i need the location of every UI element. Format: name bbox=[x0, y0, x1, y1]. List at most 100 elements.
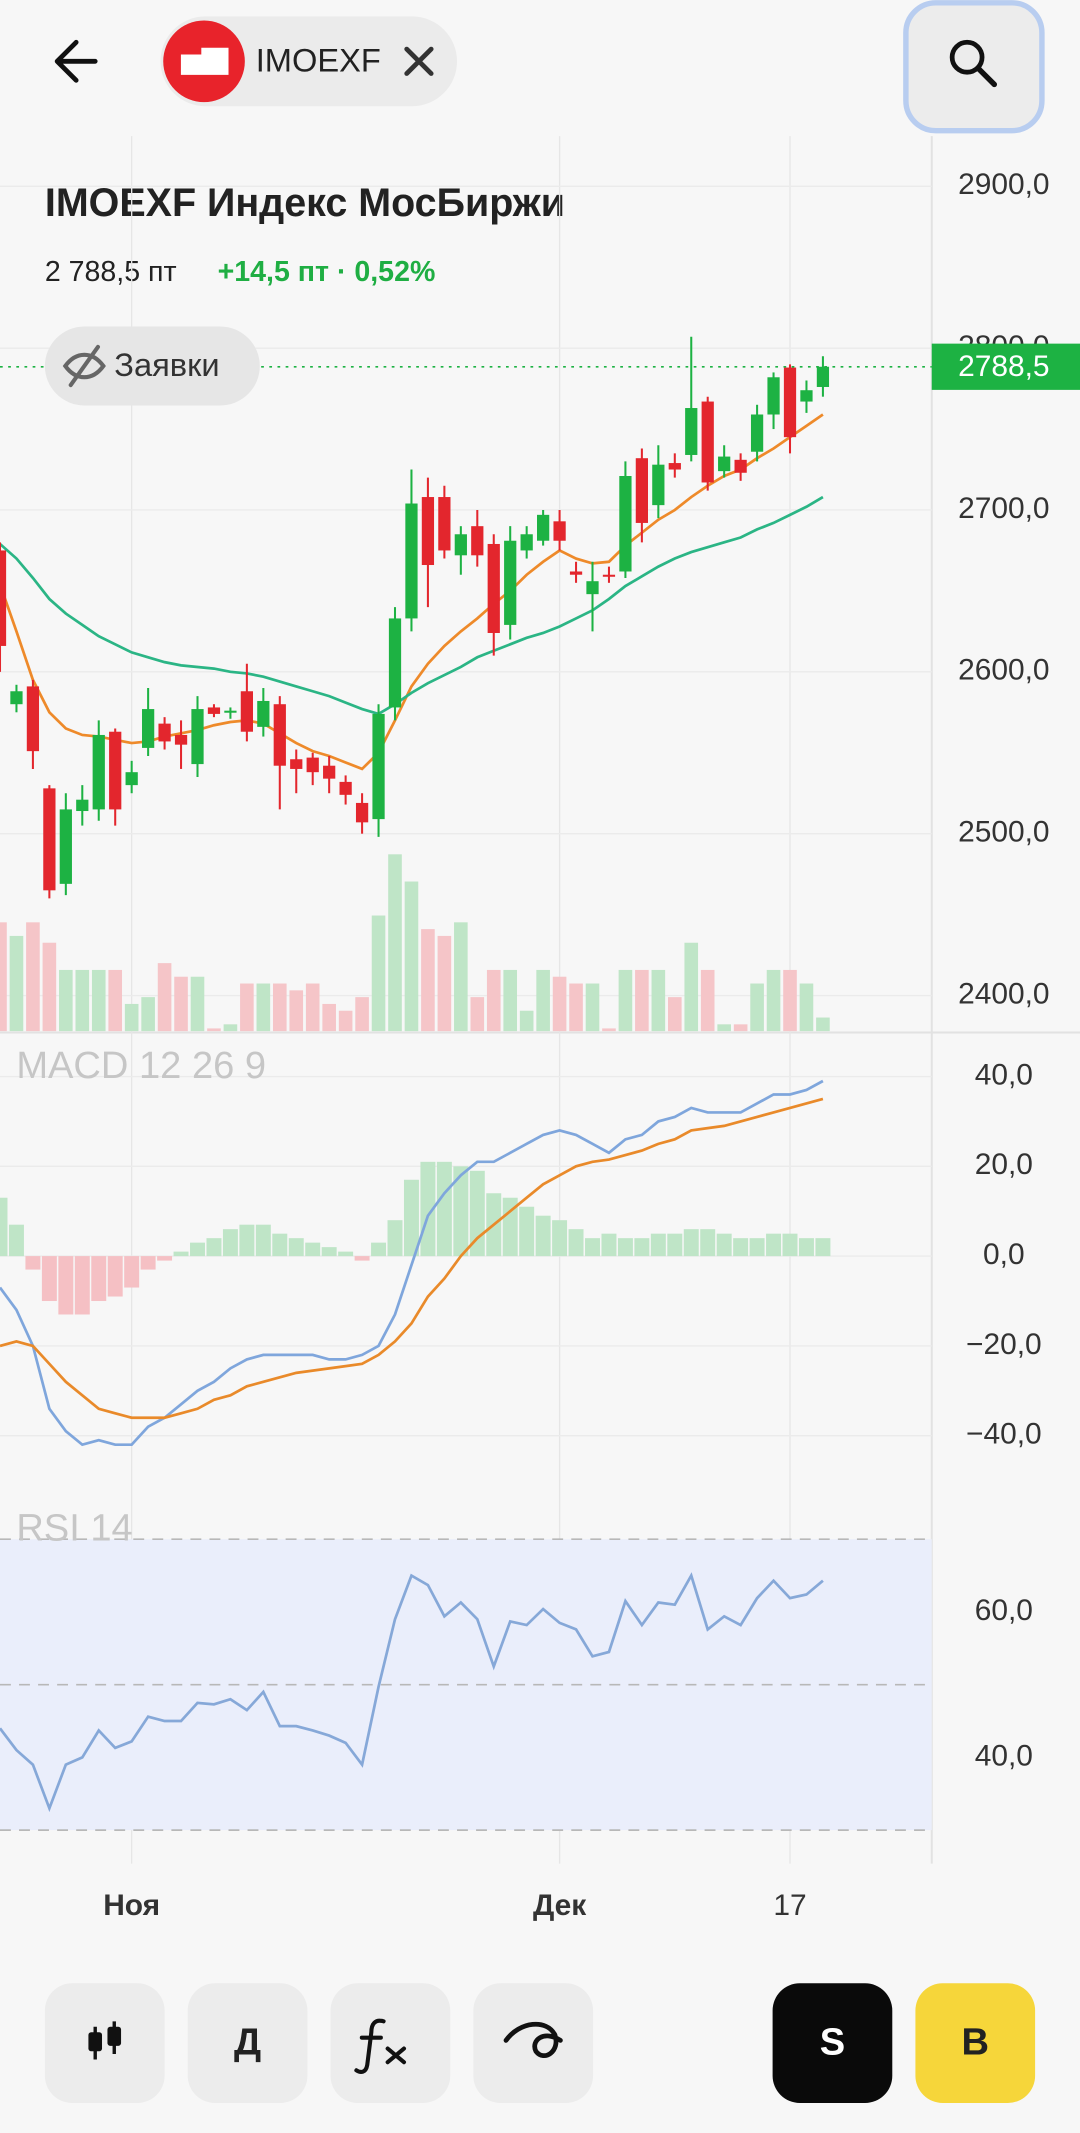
candle-body bbox=[26, 686, 40, 752]
candle-body bbox=[388, 618, 402, 708]
volume-bar bbox=[305, 983, 320, 1032]
macd-histogram-bar bbox=[634, 1238, 650, 1257]
macd-histogram-bar bbox=[41, 1256, 57, 1302]
candle-body bbox=[421, 497, 435, 566]
macd-histogram-bar bbox=[354, 1256, 370, 1261]
chart-type-icon bbox=[107, 2026, 122, 2046]
y-tick-label: 2500,0 bbox=[958, 816, 1049, 849]
macd-histogram-bar bbox=[667, 1233, 683, 1257]
volume-bar bbox=[371, 915, 386, 1032]
volume-bar bbox=[816, 1017, 830, 1032]
candle-body bbox=[454, 534, 467, 556]
orders-toggle[interactable]: Заявки bbox=[44, 326, 260, 406]
macd-histogram-bar bbox=[766, 1233, 782, 1257]
macd-histogram-bar bbox=[239, 1224, 255, 1257]
plot-area bbox=[0, 336, 831, 1813]
volume-bar bbox=[338, 1010, 353, 1032]
x-tick-label: Дек bbox=[533, 1889, 586, 1922]
pane-title: MACD 12 26 9 bbox=[16, 1045, 266, 1087]
macd-histogram-bar bbox=[74, 1256, 90, 1315]
volume-bar bbox=[207, 1028, 221, 1032]
macd-histogram-bar bbox=[58, 1256, 74, 1315]
candle-body bbox=[174, 734, 188, 745]
candle-body bbox=[224, 710, 237, 713]
eye-off-icon bbox=[62, 344, 106, 388]
y-tick-label: 40,0 bbox=[975, 1058, 1033, 1091]
y-tick-label: 60,0 bbox=[975, 1594, 1033, 1627]
candle-body bbox=[92, 734, 105, 810]
macd-histogram-bar bbox=[502, 1197, 518, 1257]
indicators-button[interactable] bbox=[330, 1983, 451, 2103]
candle-body bbox=[537, 514, 550, 541]
volume-bar bbox=[223, 1024, 238, 1032]
volume-bar bbox=[750, 983, 764, 1032]
period-button[interactable] bbox=[187, 1983, 308, 2103]
volume-bar bbox=[421, 929, 435, 1032]
candle-body bbox=[652, 464, 665, 506]
macd-histogram-bar bbox=[535, 1215, 551, 1257]
macd-histogram-bar bbox=[0, 1197, 8, 1257]
volume-bar bbox=[190, 976, 205, 1032]
volume-bar bbox=[75, 969, 90, 1032]
y-tick-label: −40,0 bbox=[966, 1418, 1042, 1451]
candle-body bbox=[701, 401, 714, 483]
candle-body bbox=[323, 765, 336, 779]
macd-histogram-bar bbox=[8, 1224, 24, 1257]
volume-bar bbox=[240, 983, 254, 1032]
back-button[interactable] bbox=[54, 39, 98, 83]
macd-histogram-bar bbox=[700, 1229, 716, 1257]
candle-body bbox=[59, 809, 72, 884]
candle-body bbox=[783, 367, 797, 438]
volume-bar bbox=[651, 969, 666, 1032]
macd-histogram-bar bbox=[650, 1233, 666, 1257]
volume-bar bbox=[569, 983, 583, 1032]
macd-histogram-bar bbox=[107, 1256, 123, 1297]
volume-bar bbox=[322, 1003, 336, 1032]
drawing-icon bbox=[503, 2021, 563, 2058]
candle-body bbox=[158, 723, 171, 742]
orders-toggle-label: Заявки bbox=[114, 346, 219, 383]
macd-histogram-bar bbox=[222, 1229, 238, 1257]
ticker-text: IMOEXF bbox=[256, 41, 381, 78]
macd-histogram-bar bbox=[420, 1161, 436, 1257]
search-icon bbox=[949, 39, 985, 75]
rsi-line bbox=[0, 1572, 824, 1813]
buy-button[interactable] bbox=[915, 1983, 1036, 2103]
volume-bar bbox=[272, 983, 287, 1032]
volume-bar bbox=[783, 969, 797, 1032]
sell-button[interactable] bbox=[772, 1983, 893, 2103]
candle-body bbox=[43, 788, 56, 891]
moving-average-line bbox=[0, 495, 824, 716]
volume-bar bbox=[454, 922, 468, 1032]
volume-bar bbox=[536, 969, 550, 1032]
volume-bar bbox=[26, 922, 40, 1032]
volume-bar bbox=[486, 969, 501, 1032]
y-tick-label: 40,0 bbox=[975, 1739, 1033, 1772]
volume-bar bbox=[799, 983, 814, 1032]
candle-body bbox=[668, 463, 681, 470]
macd-histogram-bar bbox=[683, 1229, 699, 1257]
volume-bar bbox=[9, 935, 24, 1032]
grid-layer bbox=[0, 136, 1080, 1864]
search-button[interactable] bbox=[903, 0, 1045, 134]
volume-bar bbox=[552, 976, 567, 1032]
candle-body bbox=[0, 550, 7, 646]
moving-average-line bbox=[0, 413, 824, 771]
candle-body bbox=[520, 534, 533, 551]
macd-histogram-bar bbox=[124, 1256, 140, 1288]
close-chip[interactable] bbox=[404, 46, 434, 76]
candle-body bbox=[142, 709, 155, 748]
candle-body bbox=[273, 704, 286, 766]
last-price-tag bbox=[931, 343, 1080, 390]
candle-body bbox=[569, 571, 583, 575]
macd-histogram-bar bbox=[733, 1238, 749, 1257]
volume-bar bbox=[700, 969, 715, 1032]
candle-body bbox=[109, 731, 122, 810]
candle-body bbox=[487, 543, 500, 633]
volume-bar bbox=[437, 935, 452, 1032]
macd-histogram-bar bbox=[453, 1166, 469, 1257]
volume-bar bbox=[717, 1024, 731, 1032]
candle-body bbox=[355, 802, 369, 823]
chart-type-button[interactable] bbox=[44, 1983, 165, 2103]
